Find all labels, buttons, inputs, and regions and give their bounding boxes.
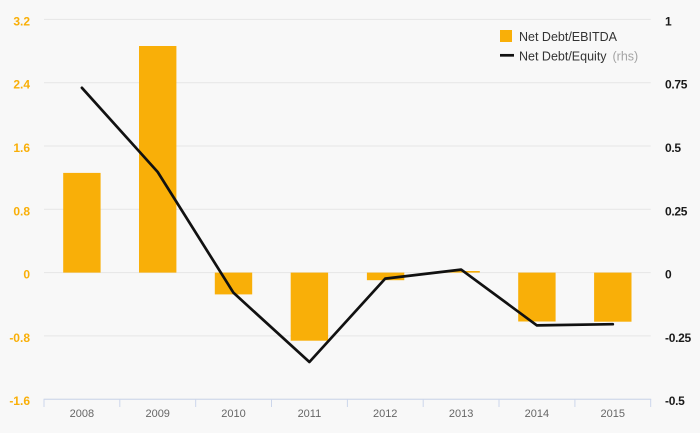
svg-text:3.2: 3.2 [13, 14, 30, 28]
svg-text:-0.5: -0.5 [665, 394, 685, 408]
svg-text:0: 0 [23, 268, 30, 282]
svg-text:2.4: 2.4 [13, 78, 30, 92]
svg-text:2013: 2013 [449, 408, 473, 420]
svg-text:0.5: 0.5 [665, 141, 681, 155]
svg-text:0.75: 0.75 [665, 78, 688, 92]
svg-text:-1.6: -1.6 [9, 394, 30, 408]
svg-text:2012: 2012 [373, 408, 397, 420]
svg-text:2015: 2015 [601, 408, 625, 420]
svg-text:2009: 2009 [145, 408, 169, 420]
svg-text:0.8: 0.8 [13, 204, 30, 218]
svg-text:0: 0 [665, 268, 672, 282]
svg-text:2011: 2011 [298, 408, 322, 420]
svg-text:Net Debt/EBITDA: Net Debt/EBITDA [519, 30, 618, 44]
svg-text:2008: 2008 [70, 408, 94, 420]
svg-text:-0.8: -0.8 [9, 331, 30, 345]
svg-text:2010: 2010 [221, 408, 245, 420]
svg-text:1.6: 1.6 [13, 141, 30, 155]
svg-text:2014: 2014 [525, 408, 549, 420]
svg-text:Net Debt/Equity (rhs): Net Debt/Equity (rhs) [519, 49, 638, 63]
svg-text:0.25: 0.25 [665, 204, 688, 218]
svg-text:1: 1 [665, 14, 672, 28]
svg-text:-0.25: -0.25 [665, 331, 691, 345]
